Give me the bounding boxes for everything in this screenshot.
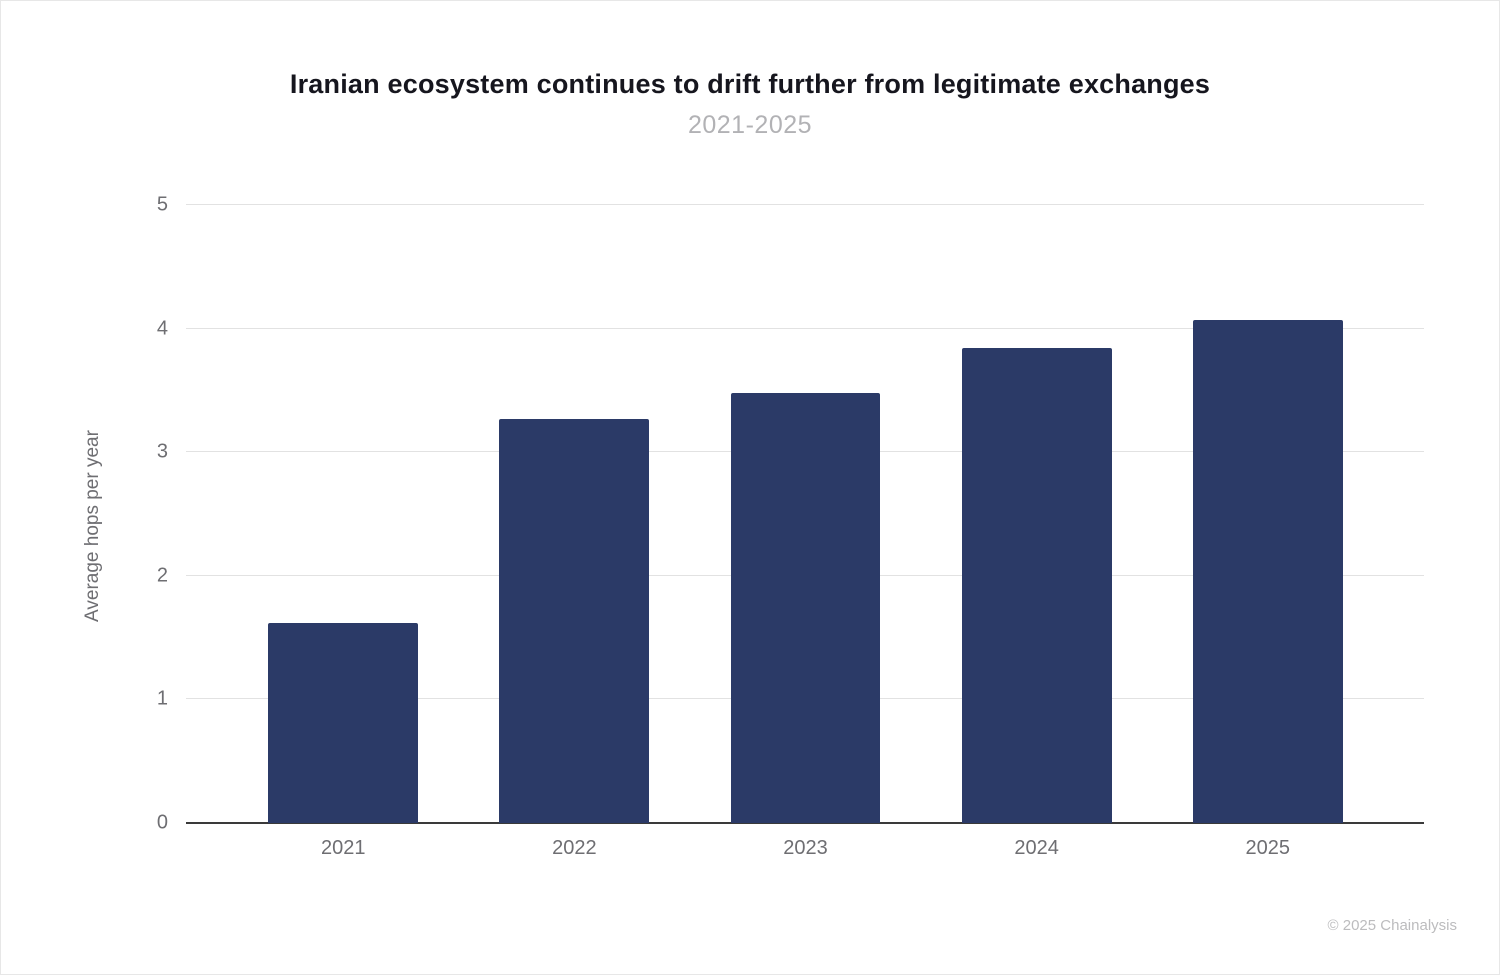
x-axis-line (186, 822, 1424, 824)
plot-area: 0 1 2 3 4 5 2021 2022 2023 2024 2025 (157, 194, 1424, 859)
bar-2021 (268, 622, 419, 823)
x-tick-label-2025: 2025 (1245, 837, 1291, 859)
x-tick-label-2021: 2021 (320, 837, 366, 859)
bar-2025 (1192, 319, 1343, 823)
y-tick-label-5: 5 (156, 193, 168, 216)
y-tick-label-1: 1 (156, 687, 168, 710)
x-tick-label-2024: 2024 (1014, 837, 1059, 859)
chart-subtitle: 2021-2025 (687, 111, 813, 139)
copyright-note: © 2025 Chainalysis (1327, 917, 1457, 934)
y-tick-label-4: 4 (156, 317, 168, 340)
y-axis-label: Average hops per year (82, 430, 103, 622)
y-tick-label-3: 3 (156, 440, 168, 463)
gridline-y-5 (186, 204, 1424, 205)
gridline-y-4 (186, 327, 1424, 329)
y-tick-label-0: 0 (156, 811, 168, 834)
chart-title: Iranian ecosystem continues to drift fur… (289, 69, 1211, 99)
bar-2022 (499, 418, 650, 823)
x-tick-label-2023: 2023 (783, 837, 828, 859)
y-tick-label-2: 2 (156, 564, 168, 587)
bar-2024 (961, 348, 1112, 823)
x-tick-label-2022: 2022 (552, 837, 597, 859)
bar-2023 (730, 392, 881, 823)
